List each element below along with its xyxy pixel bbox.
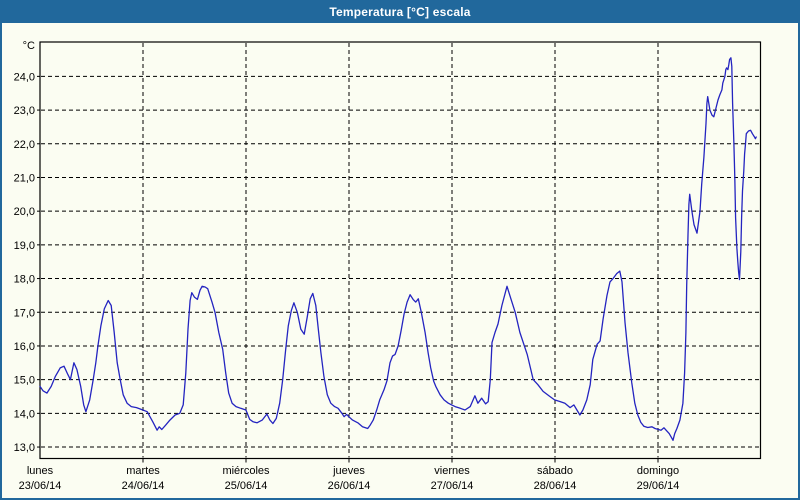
y-tick-label: 18,0 — [14, 274, 35, 286]
y-tick-label: 13,0 — [14, 442, 35, 454]
day-date-label: 25/06/14 — [225, 480, 268, 492]
day-name-label: miércoles — [222, 465, 270, 477]
axis-ticks — [37, 75, 659, 463]
day-name-label: martes — [126, 465, 160, 477]
y-tick-label: 17,0 — [14, 307, 35, 319]
y-tick-label: 24,0 — [14, 71, 35, 83]
day-date-label: 24/06/14 — [122, 480, 165, 492]
day-name-label: lunes — [27, 465, 54, 477]
plot-border — [39, 41, 762, 460]
x-axis-labels: lunes 23/06/14 martes 24/06/14 miércoles 25/0… — [19, 465, 680, 492]
day-date-label: 27/06/14 — [431, 480, 474, 492]
y-tick-label: 23,0 — [14, 105, 35, 117]
y-tick-label: 19,0 — [14, 240, 35, 252]
day-date-label: 28/06/14 — [534, 480, 577, 492]
day-name-label: viernes — [434, 465, 470, 477]
title-bar: Temperatura [°C] escala — [2, 2, 798, 23]
y-axis-labels: 13,0 14,0 15,0 16,0 17,0 18,0 19,0 20,0 21,0 22,0… — [14, 40, 35, 454]
day-name-label: domingo — [637, 465, 679, 477]
day-date-label: 23/06/14 — [19, 480, 62, 492]
y-tick-label: 22,0 — [14, 139, 35, 151]
temperature-line — [39, 57, 757, 441]
y-tick-label: 20,0 — [14, 206, 35, 218]
day-date-label: 29/06/14 — [637, 480, 680, 492]
y-tick-label: 14,0 — [14, 408, 35, 420]
y-tick-label: 21,0 — [14, 172, 35, 184]
window-title: Temperatura [°C] escala — [329, 5, 471, 19]
gridlines — [41, 43, 760, 458]
day-name-label: jueves — [332, 465, 365, 477]
y-tick-label: 15,0 — [14, 375, 35, 387]
day-date-label: 26/06/14 — [328, 480, 371, 492]
y-axis-unit-label: °C — [23, 40, 35, 52]
y-tick-label: 16,0 — [14, 341, 35, 353]
day-name-label: sábado — [537, 465, 573, 477]
